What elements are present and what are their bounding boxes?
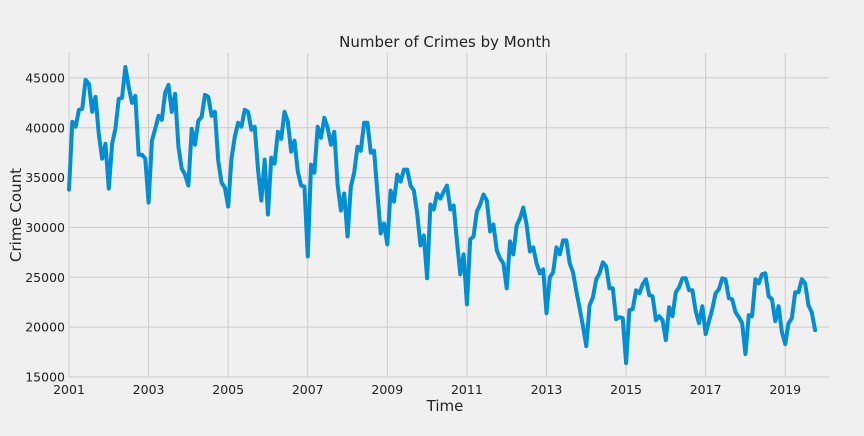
- x-axis-title: Time: [426, 397, 464, 415]
- y-tick-label: 15000: [25, 370, 65, 385]
- x-tick-label: 2013: [531, 382, 563, 397]
- x-tick-label: 2001: [53, 382, 85, 397]
- y-tick-label: 40000: [25, 120, 65, 135]
- x-tick-label: 2005: [212, 382, 244, 397]
- chart-title: Number of Crimes by Month: [339, 33, 551, 51]
- y-tick-label: 20000: [25, 320, 65, 335]
- y-tick-label: 25000: [25, 270, 65, 285]
- y-tick-label: 30000: [25, 220, 65, 235]
- y-tick-label: 45000: [25, 70, 65, 85]
- series-layer: [67, 64, 818, 366]
- y-axis-title: Crime Count: [7, 168, 25, 262]
- x-tick-label: 2011: [451, 382, 483, 397]
- x-tick-label: 2007: [292, 382, 324, 397]
- grid: [68, 53, 829, 378]
- x-tick-label: 2003: [133, 382, 165, 397]
- tick-labels: 2001 2003 2005 2007 2009 2011 2013 2015 2017 2019…: [25, 70, 801, 397]
- series-line: [67, 64, 818, 366]
- x-tick-label: 2019: [769, 382, 801, 397]
- x-tick-label: 2009: [371, 382, 403, 397]
- y-tick-label: 35000: [25, 170, 65, 185]
- x-tick-label: 2017: [690, 382, 722, 397]
- x-tick-label: 2015: [610, 382, 642, 397]
